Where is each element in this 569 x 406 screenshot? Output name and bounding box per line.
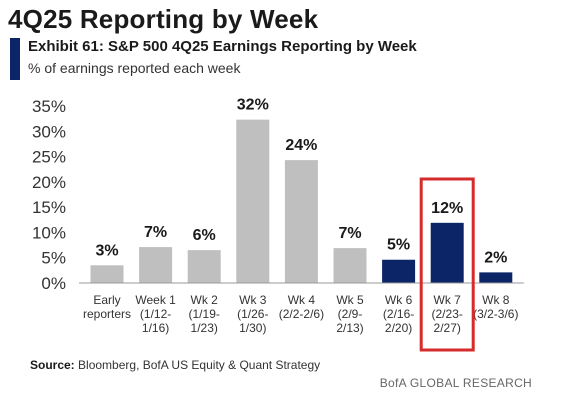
source-label: Source: — [30, 358, 75, 372]
x-tick-label: Early reporters — [83, 293, 131, 321]
footer-brand: BofA GLOBAL RESEARCH — [379, 376, 532, 390]
exhibit-accent-bar — [10, 38, 20, 80]
bar — [187, 250, 221, 283]
data-label: 5% — [387, 237, 410, 254]
y-tick-label: 0% — [41, 274, 66, 293]
x-tick-label: Wk 5 (2/9-2/13) — [336, 293, 364, 335]
x-tick-label: Wk 2 (1/19-1/23) — [189, 293, 220, 335]
bar — [139, 247, 173, 283]
bar — [430, 222, 464, 283]
bar — [382, 259, 416, 283]
bar — [236, 119, 270, 283]
y-tick-label: 10% — [32, 223, 66, 242]
exhibit-title: Exhibit 61: S&P 500 4Q25 Earnings Report… — [28, 38, 417, 55]
x-tick-label: Week 1 (1/12-1/16) — [135, 293, 176, 335]
data-label: 7% — [338, 225, 361, 242]
source-text: Bloomberg, BofA US Equity & Quant Strate… — [78, 358, 321, 372]
y-tick-label: 5% — [41, 249, 66, 268]
x-tick-label: Wk 8 (3/2-3/6) — [473, 293, 518, 321]
x-tick-label: Wk 6 (2/16-2/20) — [383, 293, 414, 335]
y-tick-label: 35% — [32, 97, 66, 116]
y-tick-label: 25% — [32, 148, 66, 167]
y-tick-label: 20% — [32, 173, 66, 192]
bar — [333, 248, 367, 283]
x-tick-label: Wk 3 (1/26-1/30) — [237, 293, 268, 335]
bar — [284, 160, 318, 283]
y-tick-label: 15% — [32, 198, 66, 217]
data-label: 3% — [95, 242, 118, 259]
source-note: Source: Bloomberg, BofA US Equity & Quan… — [30, 358, 320, 372]
bar — [479, 272, 513, 283]
x-tick-label: Wk 7 (2/23-2/27) — [432, 293, 463, 335]
chart-subtitle: % of earnings reported each week — [28, 60, 241, 76]
bar — [90, 265, 124, 283]
page-title: 4Q25 Reporting by Week — [8, 4, 319, 34]
highlight-box — [419, 177, 475, 352]
data-label: 12% — [431, 200, 463, 217]
y-tick-label: 30% — [32, 122, 66, 141]
data-label: 32% — [237, 97, 269, 114]
data-label: 7% — [144, 224, 167, 241]
x-tick-label: Wk 4 (2/2-2/6) — [279, 293, 324, 321]
data-label: 2% — [484, 249, 507, 266]
data-label: 6% — [193, 227, 216, 244]
data-label: 24% — [285, 137, 317, 154]
